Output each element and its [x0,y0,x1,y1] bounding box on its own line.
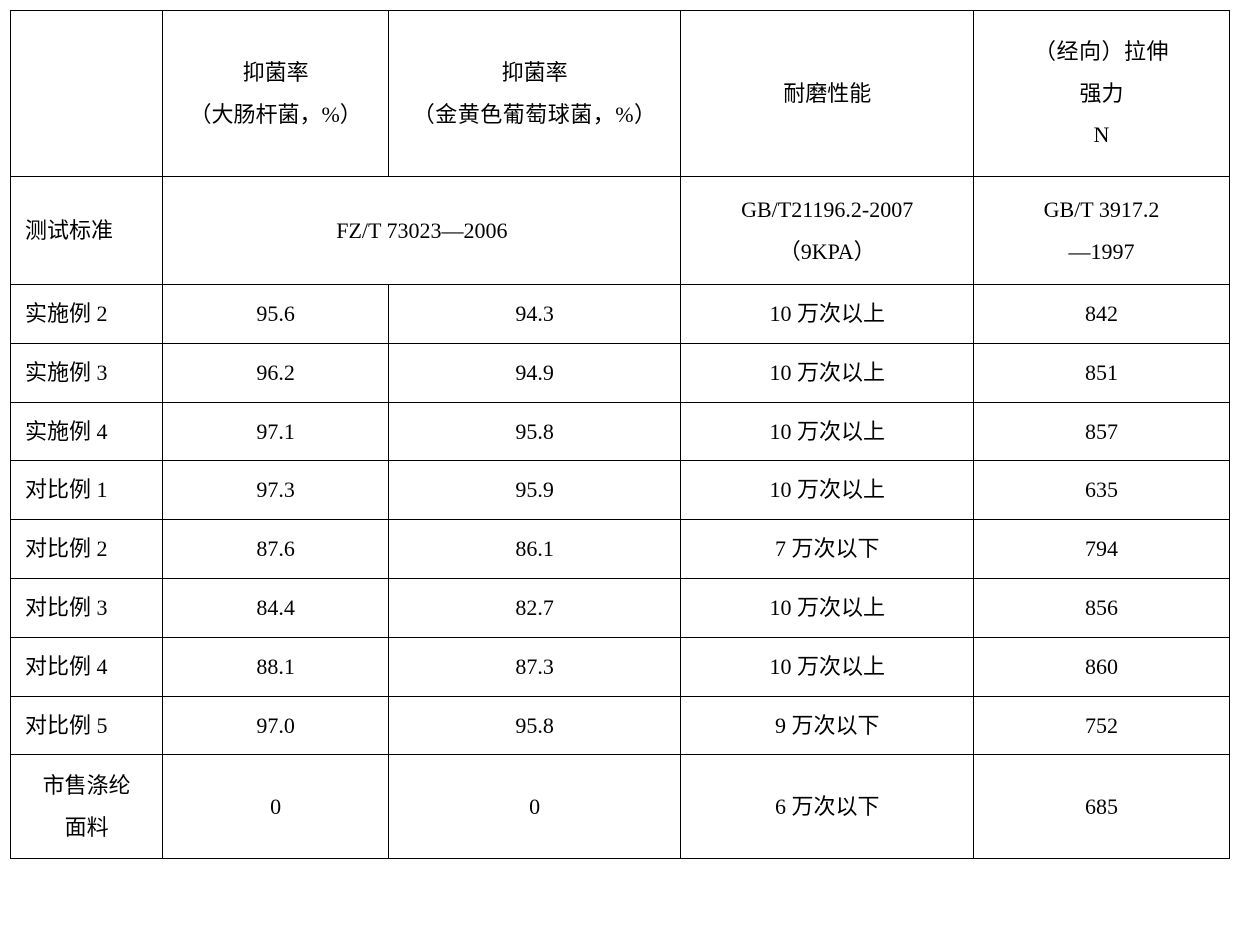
row-staph: 94.3 [388,285,681,344]
std-tensile-l2: —1997 [978,231,1225,273]
std-merged: FZ/T 73023—2006 [163,177,681,285]
table-row: 对比例 1 97.3 95.9 10 万次以上 635 [11,461,1230,520]
row-label: 实施例 2 [11,285,163,344]
std-tensile-l1: GB/T 3917.2 [978,189,1225,231]
row-staph: 82.7 [388,578,681,637]
row-tensile: 857 [973,402,1229,461]
table-standard-row: 测试标准 FZ/T 73023—2006 GB/T21196.2-2007 （9… [11,177,1230,285]
row-abrasion: 10 万次以上 [681,402,974,461]
row-label: 对比例 4 [11,637,163,696]
table-row: 实施例 2 95.6 94.3 10 万次以上 842 [11,285,1230,344]
std-abrasion: GB/T21196.2-2007 （9KPA） [681,177,974,285]
row-label: 实施例 4 [11,402,163,461]
row-staph: 86.1 [388,520,681,579]
row-abrasion: 10 万次以上 [681,285,974,344]
row-ecoli: 87.6 [163,520,389,579]
last-label: 市售涤纶 面料 [11,755,163,859]
row-label: 对比例 5 [11,696,163,755]
row-tensile: 860 [973,637,1229,696]
row-staph: 94.9 [388,343,681,402]
last-ecoli: 0 [163,755,389,859]
header-empty [11,11,163,177]
row-abrasion: 10 万次以上 [681,578,974,637]
row-tensile: 794 [973,520,1229,579]
row-label: 实施例 3 [11,343,163,402]
row-staph: 95.9 [388,461,681,520]
row-abrasion: 10 万次以上 [681,343,974,402]
row-staph: 95.8 [388,696,681,755]
table-row: 实施例 4 97.1 95.8 10 万次以上 857 [11,402,1230,461]
row-ecoli: 88.1 [163,637,389,696]
header-staph-l1: 抑菌率 [393,52,677,94]
row-abrasion: 9 万次以下 [681,696,974,755]
std-abrasion-l1: GB/T21196.2-2007 [685,189,969,231]
row-ecoli: 84.4 [163,578,389,637]
row-label: 对比例 3 [11,578,163,637]
row-ecoli: 97.3 [163,461,389,520]
row-ecoli: 95.6 [163,285,389,344]
table-row: 实施例 3 96.2 94.9 10 万次以上 851 [11,343,1230,402]
table-header-row: 抑菌率 （大肠杆菌，%） 抑菌率 （金黄色葡萄球菌，%） 耐磨性能 （经向）拉伸… [11,11,1230,177]
std-tensile: GB/T 3917.2 —1997 [973,177,1229,285]
row-abrasion: 10 万次以上 [681,461,974,520]
table-row: 对比例 5 97.0 95.8 9 万次以下 752 [11,696,1230,755]
std-abrasion-l2: （9KPA） [685,231,969,273]
header-abrasion: 耐磨性能 [681,11,974,177]
header-tensile-l2: 强力 [978,73,1225,115]
table-last-row: 市售涤纶 面料 0 0 6 万次以下 685 [11,755,1230,859]
row-tensile: 842 [973,285,1229,344]
row-tensile: 851 [973,343,1229,402]
row-tensile: 752 [973,696,1229,755]
last-staph: 0 [388,755,681,859]
row-ecoli: 97.0 [163,696,389,755]
header-tensile: （经向）拉伸 强力 N [973,11,1229,177]
table-row: 对比例 3 84.4 82.7 10 万次以上 856 [11,578,1230,637]
table-row: 对比例 2 87.6 86.1 7 万次以下 794 [11,520,1230,579]
header-ecoli-l1: 抑菌率 [167,52,384,94]
row-tensile: 856 [973,578,1229,637]
table-row: 对比例 4 88.1 87.3 10 万次以上 860 [11,637,1230,696]
row-abrasion: 7 万次以下 [681,520,974,579]
row-label: 对比例 1 [11,461,163,520]
last-label-l2: 面料 [15,807,158,849]
header-staph-l2: （金黄色葡萄球菌，%） [393,94,677,136]
last-label-l1: 市售涤纶 [15,765,158,807]
row-ecoli: 97.1 [163,402,389,461]
header-staph: 抑菌率 （金黄色葡萄球菌，%） [388,11,681,177]
row-staph: 95.8 [388,402,681,461]
header-ecoli: 抑菌率 （大肠杆菌，%） [163,11,389,177]
std-label: 测试标准 [11,177,163,285]
row-tensile: 635 [973,461,1229,520]
header-tensile-l1: （经向）拉伸 [978,31,1225,73]
row-staph: 87.3 [388,637,681,696]
last-abrasion: 6 万次以下 [681,755,974,859]
header-ecoli-l2: （大肠杆菌，%） [167,94,384,136]
last-tensile: 685 [973,755,1229,859]
row-label: 对比例 2 [11,520,163,579]
row-ecoli: 96.2 [163,343,389,402]
data-table: 抑菌率 （大肠杆菌，%） 抑菌率 （金黄色葡萄球菌，%） 耐磨性能 （经向）拉伸… [10,10,1230,859]
header-tensile-l3: N [978,114,1225,156]
row-abrasion: 10 万次以上 [681,637,974,696]
